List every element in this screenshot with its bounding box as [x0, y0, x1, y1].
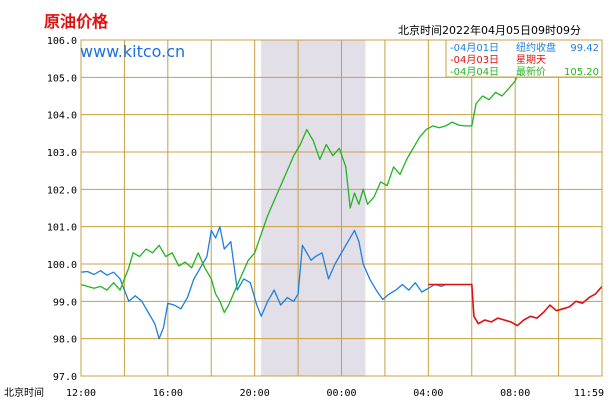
plot-border: [80, 39, 603, 377]
legend-date: -04月03日: [450, 54, 499, 66]
y-tick-label: 102.0: [47, 185, 77, 196]
y-tick-label: 99.0: [53, 297, 77, 308]
legend-value: 105.20: [564, 67, 599, 78]
legend-label: 纽约收盘: [516, 41, 556, 54]
x-axis-tick-labels: 12:00 16:00 20:00 00:00 04:00 08:00 11:59: [66, 388, 604, 399]
y-tick-label: 98.0: [53, 335, 77, 346]
y-tick-label: 97.0: [53, 372, 77, 383]
y-tick-label: 106.0: [47, 36, 77, 47]
legend-label: 最新价: [516, 65, 546, 78]
y-tick-label: 100.0: [47, 260, 77, 271]
series-line: [80, 226, 446, 340]
y-axis-tick-labels: 106.0 105.0 104.0 103.0 102.0 101.0 100.0 99.0 9…: [47, 36, 77, 383]
y-tick-label: 103.0: [47, 148, 77, 159]
x-tick-label: 04:00: [413, 388, 443, 399]
series-line: [80, 69, 521, 314]
legend-value: 99.42: [570, 43, 599, 54]
x-tick-label: 20:00: [240, 388, 270, 399]
legend-date: -04月04日: [450, 66, 499, 78]
series-lines: [80, 69, 603, 340]
legend: -04月01日 纽约收盘 99.42 -04月03日 星期天 -04月04日 最新价 105.…: [445, 39, 603, 78]
legend-label: 星期天: [516, 54, 546, 66]
x-tick-label: 11:59: [574, 388, 604, 399]
legend-box: [445, 39, 603, 78]
grid-lines: [80, 39, 603, 377]
series-line: [428, 283, 603, 327]
x-tick-label: 12:00: [66, 388, 96, 399]
timestamp: 北京时间2022年04月05日09时09分: [398, 23, 581, 37]
y-tick-label: 104.0: [47, 111, 77, 122]
x-axis-label: 北京时间: [4, 386, 44, 399]
y-tick-label: 105.0: [47, 73, 77, 84]
shaded-period: [261, 40, 366, 376]
x-tick-label: 08:00: [500, 388, 530, 399]
x-tick-label: 16:00: [153, 388, 183, 399]
chart-title: 原油价格: [44, 12, 109, 31]
legend-date: -04月01日: [450, 42, 499, 54]
x-tick-label: 00:00: [326, 388, 356, 399]
y-tick-label: 101.0: [47, 223, 77, 234]
watermark: www.kitco.cn: [80, 42, 185, 61]
